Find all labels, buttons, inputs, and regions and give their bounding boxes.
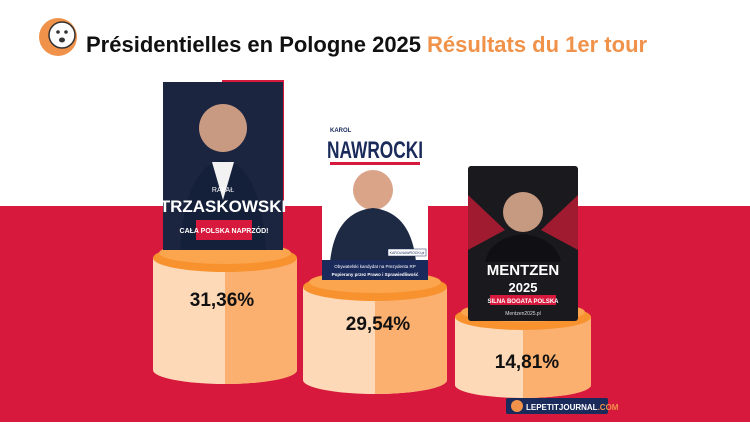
poster-line: Popierany przez Prawo i Sprawiedliwość [332, 272, 419, 277]
poster: KAROL NAWROCKI KAROLNAWROCKI.pl Obywatel… [322, 120, 428, 280]
title-main: Présidentielles en Pologne 2025 [86, 32, 421, 57]
poster-year: 2025 [509, 280, 538, 295]
poster-website: Mentzen2025.pl [505, 311, 541, 317]
poster-name: MENTZEN [487, 262, 560, 279]
result: 31,36% [190, 290, 255, 311]
footer-text: LEPETITJOURNAL.COM [526, 403, 619, 412]
poster-slogan: SILNA BOGATA POLSKA [488, 299, 560, 305]
poster-name: NAWROCKI [327, 137, 423, 164]
footer-domain: .COM [598, 403, 619, 412]
poster-slogan: CAŁA POLSKA NAPRZÓD! [180, 226, 269, 235]
poster-name: TRZASKOWSKI [160, 197, 287, 216]
poster-line: Obywatelski kandydat na Prezydenta RP [334, 264, 416, 269]
podium [153, 242, 297, 384]
poster: MENTZEN 2025 SILNA BOGATA POLSKA Mentzen… [468, 166, 578, 321]
poster-website: KAROLNAWROCKI.pl [390, 251, 425, 255]
footer-brand: LEPETITJOURNAL [526, 403, 598, 412]
title-sub: Résultats du 1er tour [427, 32, 647, 57]
result: 29,54% [346, 314, 411, 335]
poster-first-name: KAROL [330, 128, 352, 134]
title: Présidentielles en Pologne 2025 Résultats… [86, 32, 648, 57]
footer-badge: LEPETITJOURNAL.COM [506, 398, 619, 414]
poster: RAFAŁ TRZASKOWSKI CAŁA POLSKA NAPRZÓD! [160, 82, 287, 250]
logo [39, 18, 77, 56]
result: 14,81% [495, 352, 560, 373]
poster-first-name: RAFAŁ [212, 187, 234, 194]
